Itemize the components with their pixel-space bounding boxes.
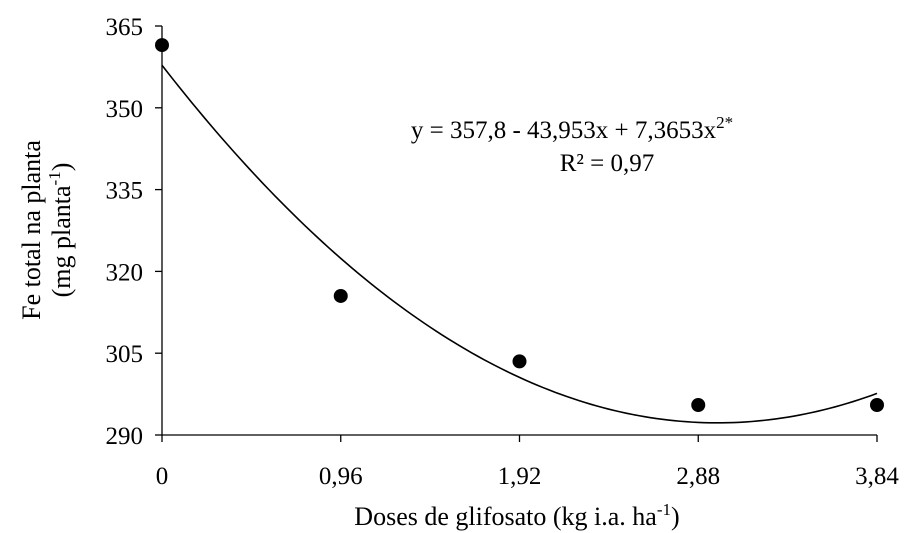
x-axis-title: Doses de glifosato (kg i.a. ha-1)	[354, 500, 679, 531]
data-point	[870, 398, 884, 413]
data-points	[155, 38, 884, 413]
data-point	[333, 288, 348, 303]
y-tick-label: 365	[106, 14, 144, 41]
x-tick-label: 0,96	[319, 463, 363, 490]
x-tick-label: 3,84	[855, 463, 899, 490]
x-axis-ticks: 0 0,96 1,92 2,88 3,84	[156, 435, 899, 490]
x-tick-label: 2,88	[676, 463, 720, 490]
r-squared-label: R² = 0,97	[560, 150, 655, 177]
data-point	[155, 38, 169, 53]
y-tick-label: 290	[106, 423, 144, 450]
y-tick-label: 320	[106, 259, 144, 286]
y-tick-label: 305	[106, 341, 144, 368]
data-point	[691, 398, 706, 413]
y-axis-title-line1: Fe total na planta	[17, 140, 46, 320]
equation-label: y = 357,8 - 43,953x + 7,3653x2*	[411, 113, 733, 144]
y-axis-title-line2: (mg planta-1)	[45, 163, 76, 298]
y-tick-label: 350	[106, 96, 144, 123]
x-tick-label: 0	[156, 463, 169, 490]
y-axis-ticks: 290 305 320 335 350 365	[106, 14, 162, 450]
y-tick-label: 335	[106, 178, 144, 205]
x-tick-label: 1,92	[498, 463, 542, 490]
trendline	[161, 64, 878, 424]
plot-area: 290 305 320 335 350 365 0 0,96 1,92 2,88 3,84	[106, 14, 900, 490]
data-point	[512, 354, 527, 369]
